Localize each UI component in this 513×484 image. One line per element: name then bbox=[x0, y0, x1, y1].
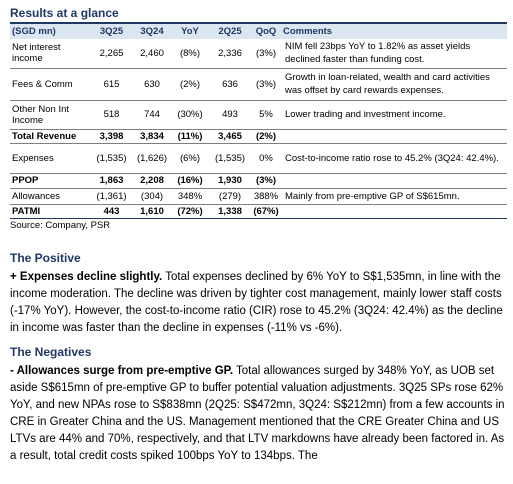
cell-qoq: 0% bbox=[251, 143, 281, 174]
negatives-paragraph: - Allowances surge from pre-emptive GP. … bbox=[10, 363, 507, 465]
cell-3q25: (1,535) bbox=[90, 143, 133, 174]
cell-comment bbox=[281, 204, 507, 219]
row-label: Total Revenue bbox=[10, 129, 90, 144]
row-label: Fees & Comm bbox=[10, 68, 90, 101]
cell-3q24: 630 bbox=[133, 68, 171, 101]
cell-qoq: (3%) bbox=[251, 173, 281, 189]
negatives-lead: - Allowances surge from pre-emptive GP. bbox=[10, 364, 234, 377]
cell-2q25: 2,336 bbox=[209, 39, 251, 69]
row-label: PPOP bbox=[10, 173, 90, 189]
cell-yoy: (11%) bbox=[171, 129, 209, 144]
table-row: Total Revenue 3,398 3,834 (11%) 3,465 (2… bbox=[10, 129, 507, 144]
cell-3q25: 1,863 bbox=[90, 173, 133, 189]
table-row: Expenses (1,535) (1,626) (6%) (1,535) 0%… bbox=[10, 143, 507, 174]
cell-yoy: 348% bbox=[171, 188, 209, 205]
positive-paragraph: + Expenses decline slightly. Total expen… bbox=[10, 269, 507, 337]
positive-text: Total expenses declined by 6% YoY to S$1… bbox=[10, 270, 503, 334]
row-label: PATMI bbox=[10, 204, 90, 219]
header-yoy: YoY bbox=[171, 24, 209, 39]
cell-2q25: 1,338 bbox=[209, 204, 251, 219]
cell-comment: Cost-to-income ratio rose to 45.2% (3Q24… bbox=[281, 143, 507, 174]
header-unit: (SGD mn) bbox=[10, 24, 90, 39]
cell-3q24: (304) bbox=[133, 188, 171, 205]
cell-3q25: (1,361) bbox=[90, 188, 133, 205]
row-label: Net interest income bbox=[10, 39, 90, 69]
row-label: Other Non Int Income bbox=[10, 100, 90, 130]
cell-3q24: 744 bbox=[133, 100, 171, 130]
cell-3q25: 615 bbox=[90, 68, 133, 101]
table-row: PATMI 443 1,610 (72%) 1,338 (67%) bbox=[10, 204, 507, 219]
negatives-heading: The Negatives bbox=[10, 344, 92, 359]
header-comments: Comments bbox=[281, 24, 507, 39]
cell-2q25: (279) bbox=[209, 188, 251, 205]
header-3q24: 3Q24 bbox=[133, 24, 171, 39]
cell-qoq: (3%) bbox=[251, 68, 281, 101]
cell-3q25: 3,398 bbox=[90, 129, 133, 144]
cell-3q24: (1,626) bbox=[133, 143, 171, 174]
section-title: Results at a glance bbox=[10, 6, 507, 24]
header-qoq: QoQ bbox=[251, 24, 281, 39]
row-label: Expenses bbox=[10, 143, 90, 174]
results-table: (SGD mn) 3Q25 3Q24 YoY 2Q25 QoQ Comments… bbox=[10, 24, 507, 219]
cell-2q25: 3,465 bbox=[209, 129, 251, 144]
cell-qoq: (3%) bbox=[251, 39, 281, 69]
cell-3q24: 1,610 bbox=[133, 204, 171, 219]
cell-qoq: (2%) bbox=[251, 129, 281, 144]
positive-lead: + Expenses decline slightly. bbox=[10, 270, 163, 283]
cell-3q25: 2,265 bbox=[90, 39, 133, 69]
cell-2q25: 493 bbox=[209, 100, 251, 130]
cell-qoq: 388% bbox=[251, 188, 281, 205]
positive-heading: The Positive bbox=[10, 250, 81, 265]
table-row: PPOP 1,863 2,208 (16%) 1,930 (3%) bbox=[10, 173, 507, 189]
cell-comment: Growth in loan-related, wealth and card … bbox=[281, 68, 507, 101]
cell-comment: Mainly from pre-emptive GP of S$615mn. bbox=[281, 188, 507, 205]
document-body: Results at a glance (SGD mn) 3Q25 3Q24 Y… bbox=[10, 6, 507, 465]
cell-3q24: 2,208 bbox=[133, 173, 171, 189]
header-3q25: 3Q25 bbox=[90, 24, 133, 39]
cell-yoy: (72%) bbox=[171, 204, 209, 219]
cell-yoy: (16%) bbox=[171, 173, 209, 189]
table-row: Fees & Comm 615 630 (2%) 636 (3%) Growth… bbox=[10, 68, 507, 101]
cell-2q25: (1,535) bbox=[209, 143, 251, 174]
cell-yoy: (30%) bbox=[171, 100, 209, 130]
row-label: Allowances bbox=[10, 188, 90, 205]
cell-qoq: (67%) bbox=[251, 204, 281, 219]
cell-yoy: (6%) bbox=[171, 143, 209, 174]
cell-comment bbox=[281, 173, 507, 189]
cell-3q25: 518 bbox=[90, 100, 133, 130]
cell-3q24: 2,460 bbox=[133, 39, 171, 69]
table-header-row: (SGD mn) 3Q25 3Q24 YoY 2Q25 QoQ Comments bbox=[10, 24, 507, 39]
header-2q25: 2Q25 bbox=[209, 24, 251, 39]
cell-yoy: (8%) bbox=[171, 39, 209, 69]
cell-2q25: 1,930 bbox=[209, 173, 251, 189]
cell-comment: Lower trading and investment income. bbox=[281, 100, 507, 130]
cell-2q25: 636 bbox=[209, 68, 251, 101]
cell-qoq: 5% bbox=[251, 100, 281, 130]
cell-comment bbox=[281, 129, 507, 144]
negatives-text: Total allowances surged by 348% YoY, as … bbox=[10, 364, 505, 462]
cell-3q25: 443 bbox=[90, 204, 133, 219]
cell-3q24: 3,834 bbox=[133, 129, 171, 144]
table-row: Net interest income 2,265 2,460 (8%) 2,3… bbox=[10, 39, 507, 69]
cell-yoy: (2%) bbox=[171, 68, 209, 101]
table-row: Other Non Int Income 518 744 (30%) 493 5… bbox=[10, 100, 507, 130]
table-source: Source: Company, PSR bbox=[10, 219, 111, 231]
cell-comment: NIM fell 23bps YoY to 1.82% as asset yie… bbox=[281, 39, 507, 69]
table-row: Allowances (1,361) (304) 348% (279) 388%… bbox=[10, 188, 507, 205]
